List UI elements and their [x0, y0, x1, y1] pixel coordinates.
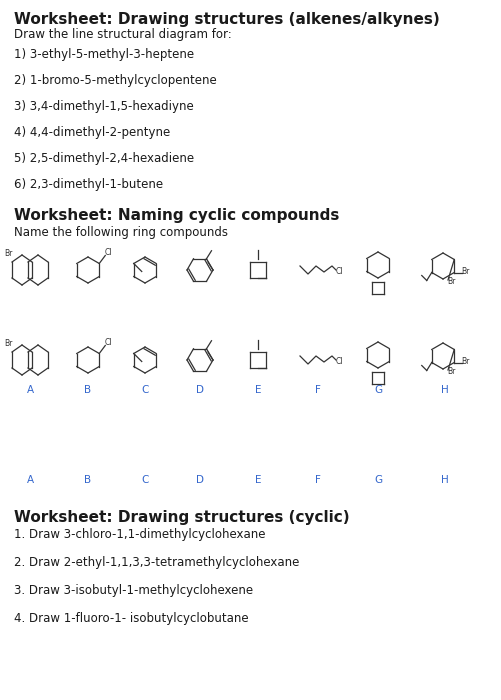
Text: E: E [254, 385, 261, 395]
Text: 1) 3-ethyl-5-methyl-3-heptene: 1) 3-ethyl-5-methyl-3-heptene [14, 48, 194, 61]
Text: G: G [373, 385, 381, 395]
Text: A: A [27, 475, 34, 485]
Text: C: C [141, 475, 148, 485]
Text: Cl: Cl [335, 267, 343, 276]
Text: Draw the line structural diagram for:: Draw the line structural diagram for: [14, 28, 231, 41]
Text: F: F [315, 385, 320, 395]
Text: D: D [195, 475, 203, 485]
Text: 3) 3,4-dimethyl-1,5-hexadiyne: 3) 3,4-dimethyl-1,5-hexadiyne [14, 100, 193, 113]
Text: H: H [440, 475, 448, 485]
Text: 1. Draw 3-chloro-1,1-dimethylcyclohexane: 1. Draw 3-chloro-1,1-dimethylcyclohexane [14, 528, 265, 541]
Text: A: A [27, 385, 34, 395]
Text: H: H [440, 385, 448, 395]
Text: E: E [254, 475, 261, 485]
Text: 5) 2,5-dimethyl-2,4-hexadiene: 5) 2,5-dimethyl-2,4-hexadiene [14, 152, 194, 165]
Text: C: C [141, 385, 148, 395]
Text: Br: Br [460, 357, 469, 366]
Text: Br: Br [4, 340, 13, 349]
Text: Worksheet: Naming cyclic compounds: Worksheet: Naming cyclic compounds [14, 208, 339, 223]
Text: Br: Br [446, 277, 454, 286]
Text: 2) 1-bromo-5-methylcyclopentene: 2) 1-bromo-5-methylcyclopentene [14, 74, 216, 87]
Text: 4) 4,4-dimethyl-2-pentyne: 4) 4,4-dimethyl-2-pentyne [14, 126, 170, 139]
Text: 4. Draw 1-fluoro-1- isobutylcyclobutane: 4. Draw 1-fluoro-1- isobutylcyclobutane [14, 612, 248, 625]
Text: B: B [84, 385, 91, 395]
Text: Name the following ring compounds: Name the following ring compounds [14, 226, 227, 239]
Text: Worksheet: Drawing structures (cyclic): Worksheet: Drawing structures (cyclic) [14, 510, 349, 525]
Text: Br: Br [446, 368, 454, 377]
Text: Br: Br [460, 267, 469, 276]
Text: 3. Draw 3-isobutyl-1-methylcyclohexene: 3. Draw 3-isobutyl-1-methylcyclohexene [14, 584, 253, 597]
Text: D: D [195, 385, 203, 395]
Text: G: G [373, 475, 381, 485]
Text: Worksheet: Drawing structures (alkenes/alkynes): Worksheet: Drawing structures (alkenes/a… [14, 12, 439, 27]
Text: F: F [315, 475, 320, 485]
Text: Br: Br [4, 249, 13, 258]
Text: B: B [84, 475, 91, 485]
Text: Cl: Cl [335, 358, 343, 367]
Text: 2. Draw 2-ethyl-1,1,3,3-tetramethylcyclohexane: 2. Draw 2-ethyl-1,1,3,3-tetramethylcyclo… [14, 556, 299, 569]
Text: Cl: Cl [104, 338, 112, 347]
Text: 6) 2,3-dimethyl-1-butene: 6) 2,3-dimethyl-1-butene [14, 178, 163, 191]
Text: Cl: Cl [104, 248, 112, 257]
